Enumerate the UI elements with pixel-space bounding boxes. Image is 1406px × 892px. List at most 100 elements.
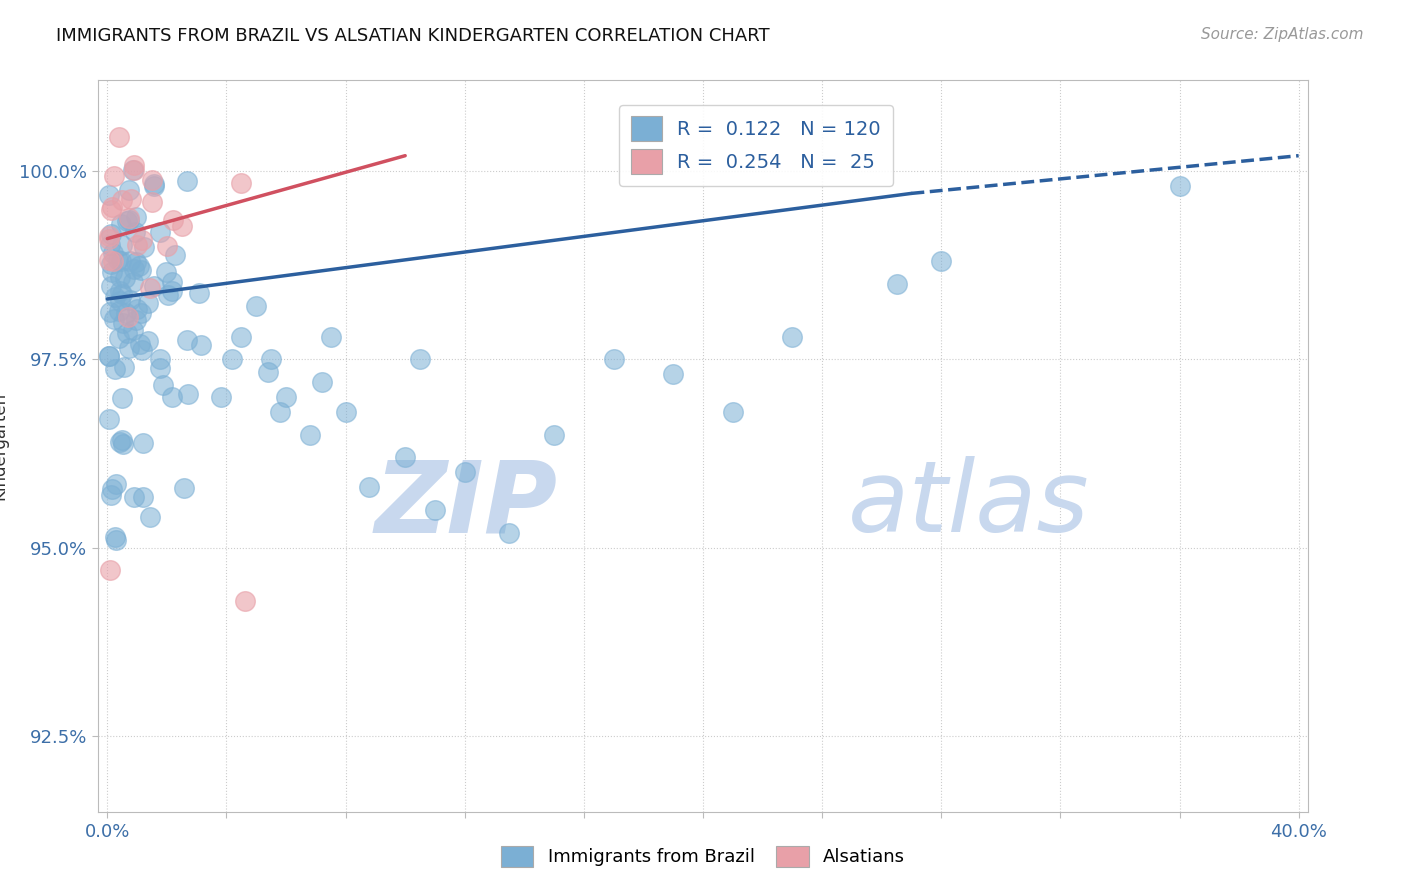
Point (141, 195, 163, 210)
Point (107, 253, 129, 268)
Point (108, 270, 131, 285)
Point (136, 334, 159, 348)
Point (114, 271, 136, 285)
Point (97, 412, 120, 426)
Point (103, 169, 125, 183)
Point (120, 192, 142, 206)
Point (125, 255, 148, 269)
Point (118, 211, 141, 225)
Legend: Immigrants from Brazil, Alsatians: Immigrants from Brazil, Alsatians (494, 838, 912, 874)
Point (176, 174, 198, 188)
Point (118, 342, 141, 356)
Point (298, 427, 321, 442)
Point (111, 238, 134, 252)
Point (101, 264, 124, 278)
Point (122, 162, 145, 177)
Point (498, 525, 520, 540)
Point (122, 275, 145, 289)
Point (105, 533, 128, 547)
Point (122, 490, 145, 504)
Text: atlas: atlas (848, 456, 1090, 553)
Point (122, 158, 145, 172)
Point (98, 563, 121, 577)
Point (129, 337, 152, 351)
Point (162, 390, 184, 404)
Point (138, 510, 160, 524)
Point (97, 229, 120, 244)
Point (97, 349, 120, 363)
Point (100, 227, 122, 242)
Point (120, 253, 142, 268)
Point (128, 259, 150, 273)
Point (111, 391, 134, 405)
Point (929, 254, 952, 268)
Point (394, 450, 416, 465)
Point (209, 390, 232, 404)
Point (162, 212, 184, 227)
Point (103, 254, 125, 268)
Point (173, 481, 195, 495)
Point (110, 286, 132, 301)
Point (235, 593, 257, 607)
Point (110, 284, 132, 298)
Point (274, 390, 297, 404)
Point (104, 290, 127, 304)
Point (142, 279, 165, 293)
Point (454, 466, 477, 480)
Point (118, 183, 141, 197)
Point (104, 530, 127, 544)
Point (103, 312, 125, 326)
Point (115, 214, 138, 228)
Point (409, 352, 432, 367)
Point (129, 306, 152, 320)
Point (111, 193, 134, 207)
Point (141, 173, 163, 187)
Point (187, 286, 209, 301)
Point (125, 211, 148, 225)
Point (269, 405, 291, 419)
Point (170, 219, 193, 233)
Point (124, 225, 146, 239)
Point (257, 365, 280, 379)
Point (782, 329, 804, 343)
Point (319, 329, 342, 343)
Point (108, 434, 131, 449)
Point (1168, 178, 1191, 193)
Point (160, 275, 183, 289)
Point (156, 288, 179, 302)
Point (152, 377, 174, 392)
Point (108, 293, 131, 308)
Point (886, 277, 908, 291)
Point (124, 313, 146, 327)
Point (101, 201, 124, 215)
Point (111, 437, 134, 451)
Point (221, 352, 243, 367)
Point (662, 368, 685, 382)
Point (118, 212, 141, 227)
Point (138, 281, 160, 295)
Point (163, 248, 186, 262)
Point (97, 253, 120, 268)
Text: ZIP: ZIP (375, 456, 558, 553)
Point (602, 352, 624, 367)
Point (122, 323, 145, 337)
Point (100, 278, 122, 293)
Point (114, 306, 136, 320)
Point (97, 187, 120, 202)
Point (127, 237, 149, 252)
Point (149, 225, 172, 239)
Point (231, 177, 253, 191)
Point (98, 237, 121, 252)
Point (97, 349, 120, 363)
Point (117, 310, 139, 325)
Legend: R =  0.122   N = 120, R =  0.254   N =  25: R = 0.122 N = 120, R = 0.254 N = 25 (619, 104, 893, 186)
Point (260, 352, 283, 367)
Point (122, 162, 145, 177)
Point (142, 177, 165, 191)
Point (176, 333, 198, 347)
Y-axis label: Kindergarten: Kindergarten (0, 392, 8, 500)
Point (132, 490, 155, 504)
Point (359, 480, 381, 494)
Text: Source: ZipAtlas.com: Source: ZipAtlas.com (1201, 27, 1364, 42)
Point (131, 343, 153, 357)
